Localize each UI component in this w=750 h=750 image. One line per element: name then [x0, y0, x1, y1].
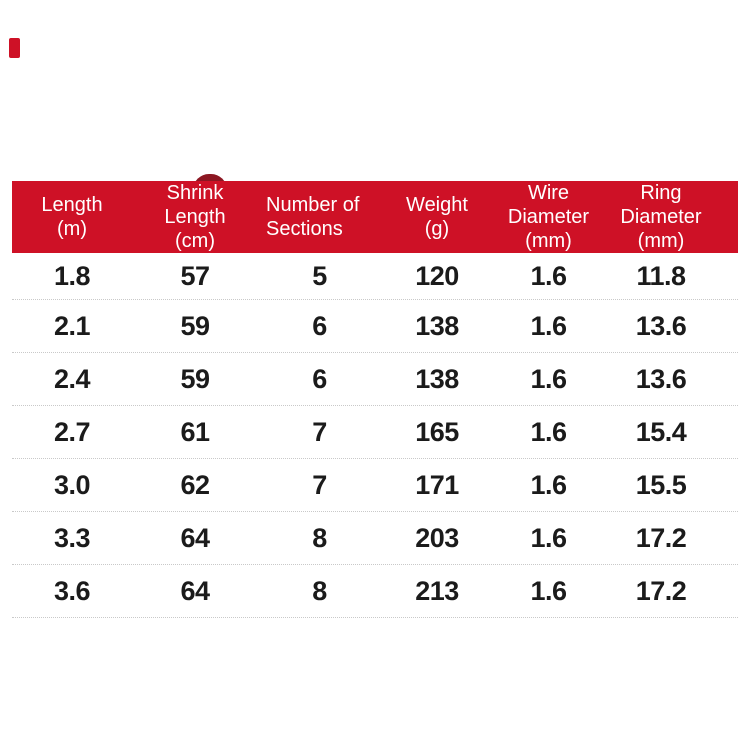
header-ring-line1: Ring — [640, 182, 682, 204]
cell-sections: 8 — [312, 575, 327, 606]
cell-wire: 1.6 — [530, 310, 567, 341]
header-length-line1: Length — [41, 194, 103, 216]
cell-sections: 8 — [312, 522, 327, 553]
cell-shrink: 62 — [180, 469, 210, 500]
cell-length: 3.3 — [53, 522, 91, 553]
cell-length: 2.4 — [53, 363, 91, 394]
cell-wire: 1.6 — [530, 522, 567, 553]
header-shrink-line1: Shrink — [166, 182, 224, 204]
header-wire-line3: (mm) — [525, 230, 572, 252]
table-row: 3.0 62 7 171 1.6 15.5 — [12, 459, 738, 512]
header-wire-diameter: Wire Diameter (mm) — [493, 181, 604, 253]
cell-weight: 213 — [415, 575, 459, 606]
cell-length: 1.8 — [53, 260, 91, 291]
cell-wire: 1.6 — [530, 416, 567, 447]
table-row: 2.4 59 6 138 1.6 13.6 — [12, 353, 738, 406]
cell-weight: 138 — [415, 310, 459, 341]
cell-wire: 1.6 — [530, 469, 567, 500]
cell-weight: 165 — [415, 416, 459, 447]
cell-ring: 13.6 — [635, 363, 687, 394]
cell-shrink: 59 — [180, 310, 210, 341]
cell-weight: 138 — [415, 363, 459, 394]
header-weight-line2: (g) — [424, 218, 450, 240]
header-shrink-line2: Length — [164, 206, 226, 228]
cell-shrink: 64 — [180, 522, 210, 553]
table-row: 1.8 57 5 120 1.6 11.8 — [12, 253, 738, 300]
table-row: 3.6 64 8 213 1.6 17.2 — [12, 565, 738, 618]
header-ring-diameter: Ring Diameter (mm) — [604, 181, 738, 253]
cell-weight: 171 — [415, 469, 459, 500]
cell-ring: 11.8 — [636, 260, 686, 291]
header-shrink-line3: (cm) — [175, 230, 215, 252]
header-sections-line2: Sections — [266, 218, 343, 240]
cell-length: 2.7 — [53, 416, 91, 447]
cell-length: 3.6 — [53, 575, 91, 606]
header-length: Length (m) — [12, 193, 132, 241]
header-shrink-length: Shrink Length (cm) — [132, 181, 258, 253]
spec-table: Length (m) Shrink Length (cm) Number of … — [12, 181, 738, 618]
cell-ring: 17.2 — [635, 575, 687, 606]
cell-sections: 7 — [312, 469, 327, 500]
table-row: 3.3 64 8 203 1.6 17.2 — [12, 512, 738, 565]
cell-ring: 15.4 — [635, 416, 687, 447]
table-header-row: Length (m) Shrink Length (cm) Number of … — [12, 181, 738, 253]
cell-sections: 6 — [312, 310, 327, 341]
header-ring-line3: (mm) — [637, 230, 685, 252]
cell-wire: 1.6 — [530, 260, 567, 291]
header-sections: Number of Sections — [258, 193, 381, 241]
table-row: 2.7 61 7 165 1.6 15.4 — [12, 406, 738, 459]
header-wire-line1: Wire — [527, 182, 570, 204]
cell-shrink: 59 — [180, 363, 210, 394]
header-wire-line2: Diameter — [507, 206, 590, 228]
header-sections-line1: Number of — [266, 194, 360, 216]
cell-shrink: 64 — [180, 575, 210, 606]
cell-length: 2.1 — [53, 310, 91, 341]
cell-sections: 5 — [312, 260, 327, 291]
cell-wire: 1.6 — [530, 575, 567, 606]
brand-corner-mark — [9, 38, 20, 58]
cell-weight: 120 — [415, 260, 459, 291]
header-weight: Weight (g) — [381, 193, 493, 241]
cell-ring: 17.2 — [635, 522, 687, 553]
cell-sections: 6 — [312, 363, 327, 394]
header-ring-line2: Diameter — [620, 206, 702, 228]
cell-weight: 203 — [415, 522, 459, 553]
header-weight-line1: Weight — [406, 194, 468, 216]
cell-wire: 1.6 — [530, 363, 567, 394]
cell-shrink: 57 — [180, 260, 210, 291]
header-length-line2: (m) — [57, 218, 87, 240]
cell-shrink: 61 — [180, 416, 210, 447]
cell-ring: 15.5 — [635, 469, 687, 500]
cell-sections: 7 — [312, 416, 327, 447]
cell-ring: 13.6 — [635, 310, 687, 341]
table-row: 2.1 59 6 138 1.6 13.6 — [12, 300, 738, 353]
cell-length: 3.0 — [53, 469, 91, 500]
